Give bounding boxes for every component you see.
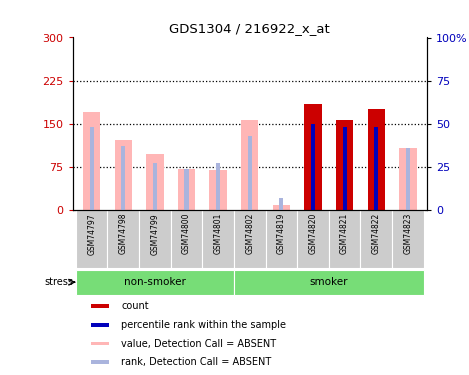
Bar bbox=[171, 210, 202, 268]
Bar bbox=[153, 164, 157, 210]
Text: GSM74802: GSM74802 bbox=[245, 213, 254, 254]
Text: GSM74801: GSM74801 bbox=[213, 213, 223, 254]
Bar bbox=[202, 210, 234, 268]
Bar bbox=[280, 198, 283, 210]
Bar bbox=[91, 304, 108, 308]
Bar bbox=[90, 127, 94, 210]
Bar bbox=[121, 146, 125, 210]
Bar bbox=[360, 210, 392, 268]
Bar bbox=[83, 112, 100, 210]
Text: GSM74799: GSM74799 bbox=[151, 213, 159, 255]
Bar bbox=[76, 270, 234, 295]
Text: stress: stress bbox=[45, 277, 73, 287]
Text: GSM74819: GSM74819 bbox=[277, 213, 286, 254]
Text: GSM74797: GSM74797 bbox=[87, 213, 96, 255]
Bar bbox=[210, 170, 227, 210]
Text: GSM74822: GSM74822 bbox=[372, 213, 381, 254]
Bar bbox=[234, 210, 265, 268]
Text: rank, Detection Call = ABSENT: rank, Detection Call = ABSENT bbox=[121, 357, 272, 367]
Bar bbox=[399, 148, 416, 210]
Text: value, Detection Call = ABSENT: value, Detection Call = ABSENT bbox=[121, 339, 276, 348]
Title: GDS1304 / 216922_x_at: GDS1304 / 216922_x_at bbox=[169, 22, 330, 35]
Bar bbox=[114, 140, 132, 210]
Bar bbox=[248, 136, 252, 210]
Bar bbox=[107, 210, 139, 268]
Bar bbox=[216, 164, 220, 210]
Bar bbox=[265, 210, 297, 268]
Bar bbox=[178, 169, 195, 210]
Bar bbox=[184, 169, 189, 210]
Text: non-smoker: non-smoker bbox=[124, 277, 186, 287]
Bar bbox=[91, 342, 108, 345]
Text: GSM74823: GSM74823 bbox=[403, 213, 412, 254]
Text: GSM74820: GSM74820 bbox=[309, 213, 318, 254]
Bar bbox=[311, 124, 315, 210]
Text: GSM74821: GSM74821 bbox=[340, 213, 349, 254]
Bar bbox=[342, 127, 347, 210]
Bar bbox=[272, 205, 290, 210]
Bar bbox=[91, 360, 108, 364]
Bar bbox=[304, 104, 322, 210]
Text: GSM74800: GSM74800 bbox=[182, 213, 191, 254]
Bar bbox=[336, 120, 353, 210]
Bar bbox=[146, 154, 164, 210]
Bar bbox=[297, 210, 329, 268]
Text: count: count bbox=[121, 301, 149, 311]
Bar bbox=[234, 270, 424, 295]
Bar bbox=[392, 210, 424, 268]
Bar bbox=[329, 210, 360, 268]
Bar bbox=[406, 148, 410, 210]
Text: GSM74798: GSM74798 bbox=[119, 213, 128, 254]
Bar bbox=[374, 127, 378, 210]
Bar bbox=[241, 120, 258, 210]
Text: percentile rank within the sample: percentile rank within the sample bbox=[121, 320, 286, 330]
Bar bbox=[368, 110, 385, 210]
Bar bbox=[91, 323, 108, 327]
Text: smoker: smoker bbox=[310, 277, 348, 287]
Bar bbox=[76, 210, 107, 268]
Bar bbox=[139, 210, 171, 268]
